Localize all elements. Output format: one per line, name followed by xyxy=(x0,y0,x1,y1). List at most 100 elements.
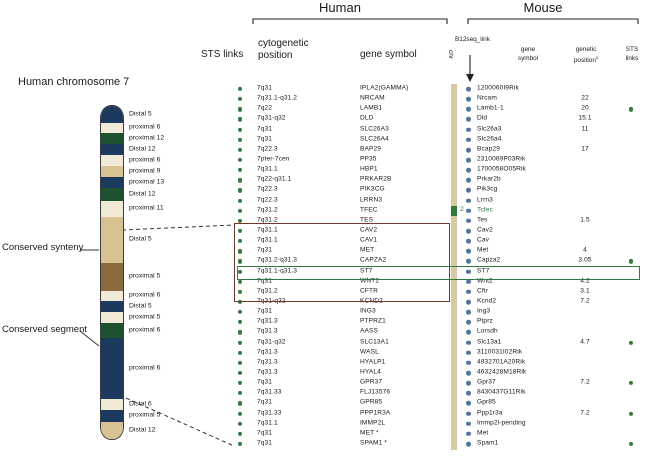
mouse-gene-dot[interactable] xyxy=(466,117,471,122)
mouse-gene-dot[interactable] xyxy=(466,330,471,335)
b12seq-link-header[interactable]: B12seq_link xyxy=(455,36,490,43)
mouse-gene-symbol-cell[interactable]: Capza2 xyxy=(477,257,501,265)
mouse-gene-dot[interactable] xyxy=(466,360,471,366)
mouse-gene-dot[interactable] xyxy=(466,238,471,244)
human-sts-link-dot[interactable] xyxy=(238,330,243,335)
human-gene-symbol-cell[interactable]: SPAM1 * xyxy=(360,439,387,447)
mouse-gene-symbol-cell[interactable]: Ing3 xyxy=(477,307,491,315)
human-gene-symbol-cell[interactable]: IMMP2L xyxy=(360,419,386,427)
mouse-gene-symbol-cell[interactable]: Slc26a3 xyxy=(477,125,502,133)
mouse-gene-symbol-cell[interactable]: Cftr xyxy=(477,287,489,295)
mouse-gene-dot[interactable] xyxy=(466,178,471,183)
mouse-gene-symbol-cell[interactable]: 4932701A20Rik xyxy=(477,358,526,366)
mouse-gene-dot[interactable] xyxy=(466,157,471,163)
mouse-gene-dot[interactable] xyxy=(466,350,471,356)
human-sts-link-dot[interactable] xyxy=(238,228,243,234)
human-gene-symbol-cell[interactable]: CAV2 xyxy=(360,226,378,234)
mouse-gene-symbol-cell[interactable]: Slc13a1 xyxy=(477,338,502,346)
human-sts-link-dot[interactable] xyxy=(238,107,243,112)
mouse-gene-dot[interactable] xyxy=(466,309,471,315)
mouse-gene-symbol-cell[interactable]: Tcfec xyxy=(477,206,493,214)
mouse-gene-symbol-cell[interactable]: 8430437G11Rik xyxy=(477,388,526,396)
human-gene-symbol-cell[interactable]: CFTR xyxy=(360,287,378,295)
human-sts-link-dot[interactable] xyxy=(238,381,243,386)
mouse-gene-dot[interactable] xyxy=(466,86,471,92)
human-gene-symbol-cell[interactable]: HBP1 xyxy=(360,165,378,173)
human-sts-link-dot[interactable] xyxy=(238,218,243,223)
human-gene-symbol-cell[interactable]: HYAL4 xyxy=(360,368,381,376)
human-sts-link-dot[interactable] xyxy=(238,117,243,122)
human-sts-link-dot[interactable] xyxy=(238,97,243,102)
mouse-gene-symbol-cell[interactable]: 2310069P03Rik xyxy=(477,155,526,163)
human-sts-link-dot[interactable] xyxy=(238,249,243,254)
mouse-sts-link-dot[interactable] xyxy=(629,441,634,447)
human-sts-link-dot[interactable] xyxy=(238,340,243,345)
human-sts-link-dot[interactable] xyxy=(238,157,243,163)
mouse-gene-symbol-cell[interactable]: Tes xyxy=(477,216,488,224)
mouse-sts-link-dot[interactable] xyxy=(629,340,634,345)
human-sts-link-dot[interactable] xyxy=(238,239,243,244)
mouse-gene-dot[interactable] xyxy=(466,249,471,254)
mouse-gene-symbol-cell[interactable]: Lrrn3 xyxy=(477,196,493,204)
mouse-gene-symbol-cell[interactable]: Nrcam xyxy=(477,94,497,102)
mouse-gene-dot[interactable] xyxy=(466,96,471,102)
human-sts-link-dot[interactable] xyxy=(238,168,243,173)
mouse-gene-symbol-cell[interactable]: 1200060I9Rik xyxy=(477,84,519,92)
mouse-gene-dot[interactable] xyxy=(466,127,471,132)
human-sts-link-dot[interactable] xyxy=(238,421,243,426)
mouse-gene-dot[interactable] xyxy=(466,299,471,305)
mouse-gene-dot[interactable] xyxy=(466,431,471,437)
human-sts-link-dot[interactable] xyxy=(238,360,243,365)
human-sts-link-dot[interactable] xyxy=(238,320,243,325)
human-sts-link-dot[interactable] xyxy=(238,178,243,183)
mouse-gene-dot[interactable] xyxy=(466,208,471,214)
human-gene-symbol-cell[interactable]: HYALP1 xyxy=(360,358,386,366)
human-sts-link-dot[interactable] xyxy=(238,188,243,193)
human-sts-link-dot[interactable] xyxy=(238,198,243,203)
human-gene-symbol-cell[interactable]: FLJ13576 xyxy=(360,388,391,396)
human-gene-symbol-cell[interactable]: LAMB1 xyxy=(360,105,383,113)
human-gene-symbol-cell[interactable]: CAPZA2 xyxy=(360,257,387,265)
mouse-gene-dot[interactable] xyxy=(466,167,471,173)
human-gene-symbol-cell[interactable]: BAP29 xyxy=(360,145,382,153)
mouse-gene-symbol-cell[interactable]: Prkar2b xyxy=(477,176,501,184)
mouse-gene-dot[interactable] xyxy=(466,421,471,426)
human-gene-symbol-cell[interactable]: DLD xyxy=(360,115,374,123)
human-gene-symbol-cell[interactable]: WASL xyxy=(360,348,379,356)
mouse-gene-symbol-cell[interactable]: Spam1 xyxy=(477,439,499,447)
human-gene-symbol-cell[interactable]: TFEC xyxy=(360,206,378,214)
mouse-gene-dot[interactable] xyxy=(466,107,471,112)
human-sts-link-dot[interactable] xyxy=(238,391,243,396)
mouse-gene-dot[interactable] xyxy=(466,441,471,447)
human-sts-link-dot[interactable] xyxy=(238,147,243,152)
human-sts-link-dot[interactable] xyxy=(238,411,243,416)
mouse-gene-symbol-cell[interactable]: Ppp1r3a xyxy=(477,409,503,417)
mouse-gene-dot[interactable] xyxy=(466,198,471,203)
human-sts-link-dot[interactable] xyxy=(238,431,243,436)
human-sts-link-dot[interactable] xyxy=(238,350,243,355)
mouse-gene-symbol-cell[interactable]: 1700058O05Rik xyxy=(477,165,526,173)
human-gene-symbol-cell[interactable]: NRCAM xyxy=(360,94,385,102)
human-gene-symbol-cell[interactable]: SLC26A4 xyxy=(360,135,389,143)
human-gene-symbol-cell[interactable]: IPLA2(GAMMA) xyxy=(360,84,409,92)
human-sts-link-dot[interactable] xyxy=(238,401,243,406)
human-sts-link-dot[interactable] xyxy=(238,269,243,274)
mouse-gene-symbol-cell[interactable]: Met xyxy=(477,429,489,437)
mouse-gene-dot[interactable] xyxy=(466,218,471,224)
mouse-sts-link-dot[interactable] xyxy=(629,411,634,416)
human-sts-link-dot[interactable] xyxy=(238,259,243,264)
mouse-gene-dot[interactable] xyxy=(466,289,471,295)
mouse-gene-dot[interactable] xyxy=(466,188,471,193)
human-gene-symbol-cell[interactable]: PPP1R3A xyxy=(360,409,391,417)
human-gene-symbol-cell[interactable]: GPR37 xyxy=(360,378,383,386)
mouse-gene-dot[interactable] xyxy=(466,370,471,376)
human-gene-symbol-cell[interactable]: ING3 xyxy=(360,307,376,315)
human-sts-link-dot[interactable] xyxy=(238,86,243,92)
human-sts-link-dot[interactable] xyxy=(238,208,243,213)
human-gene-symbol-cell[interactable]: PP35 xyxy=(360,155,377,163)
mouse-gene-symbol-cell[interactable]: Kcnd2 xyxy=(477,297,497,305)
human-sts-link-dot[interactable] xyxy=(238,289,243,294)
mouse-gene-symbol-cell[interactable]: Pik3cg xyxy=(477,186,498,194)
mouse-gene-symbol-cell[interactable]: ST7 xyxy=(477,267,490,275)
mouse-gene-symbol-cell[interactable]: Lorsdh xyxy=(477,328,498,336)
